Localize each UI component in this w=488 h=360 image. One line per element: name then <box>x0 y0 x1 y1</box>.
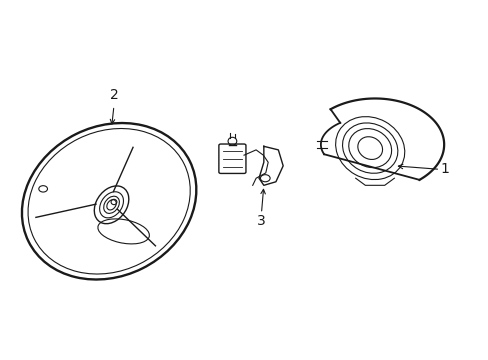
Text: 2: 2 <box>109 88 118 102</box>
Text: 3: 3 <box>257 214 265 228</box>
Text: 1: 1 <box>439 162 448 176</box>
